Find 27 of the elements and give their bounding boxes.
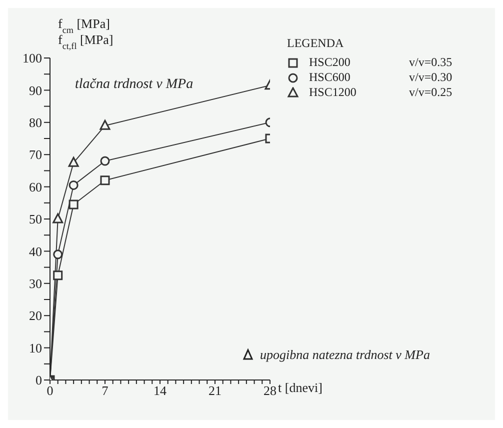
y-tick-label: 10 <box>29 340 42 356</box>
x-tick-label: 14 <box>154 383 167 398</box>
legend-label: HSC600 <box>309 70 352 85</box>
x-tick-label: 28 <box>264 383 276 398</box>
x-tick-label: 21 <box>208 383 222 398</box>
legend-label: HSC1200 <box>309 85 358 100</box>
y-tick-label: 60 <box>29 179 42 194</box>
y-tick-label: 80 <box>29 115 42 130</box>
y-tick-label: 40 <box>29 244 42 259</box>
x-axis-title: t [dnevi] <box>278 380 322 395</box>
x-tick-label: 7 <box>102 383 109 398</box>
text: v/v=0.30 <box>409 70 452 85</box>
y-tick-label: 70 <box>29 147 42 162</box>
y-tick-label: 100 <box>22 50 42 66</box>
legend-title: LEGENDA <box>287 36 345 51</box>
text: v/v=0.35 <box>409 55 452 70</box>
y-tick-label: 20 <box>29 308 42 324</box>
y-tick-label: 90 <box>29 82 42 98</box>
y-tick-label: 30 <box>29 276 42 292</box>
y-tick-label: 0 <box>36 372 42 388</box>
annotation: upogibna natezna trdnost v MPa <box>260 347 430 362</box>
annotation: tlačna trdnost v MPa <box>75 77 194 92</box>
x-tick-label: 0 <box>46 383 54 398</box>
text: v/v=0.25 <box>409 85 452 100</box>
legend-label: HSC200 <box>309 55 352 70</box>
y-axis-title: f$_{cm}$ [MPa] f$_{ct,fl}$ [MPa] <box>58 16 114 51</box>
y-tick-label: 50 <box>29 212 42 227</box>
